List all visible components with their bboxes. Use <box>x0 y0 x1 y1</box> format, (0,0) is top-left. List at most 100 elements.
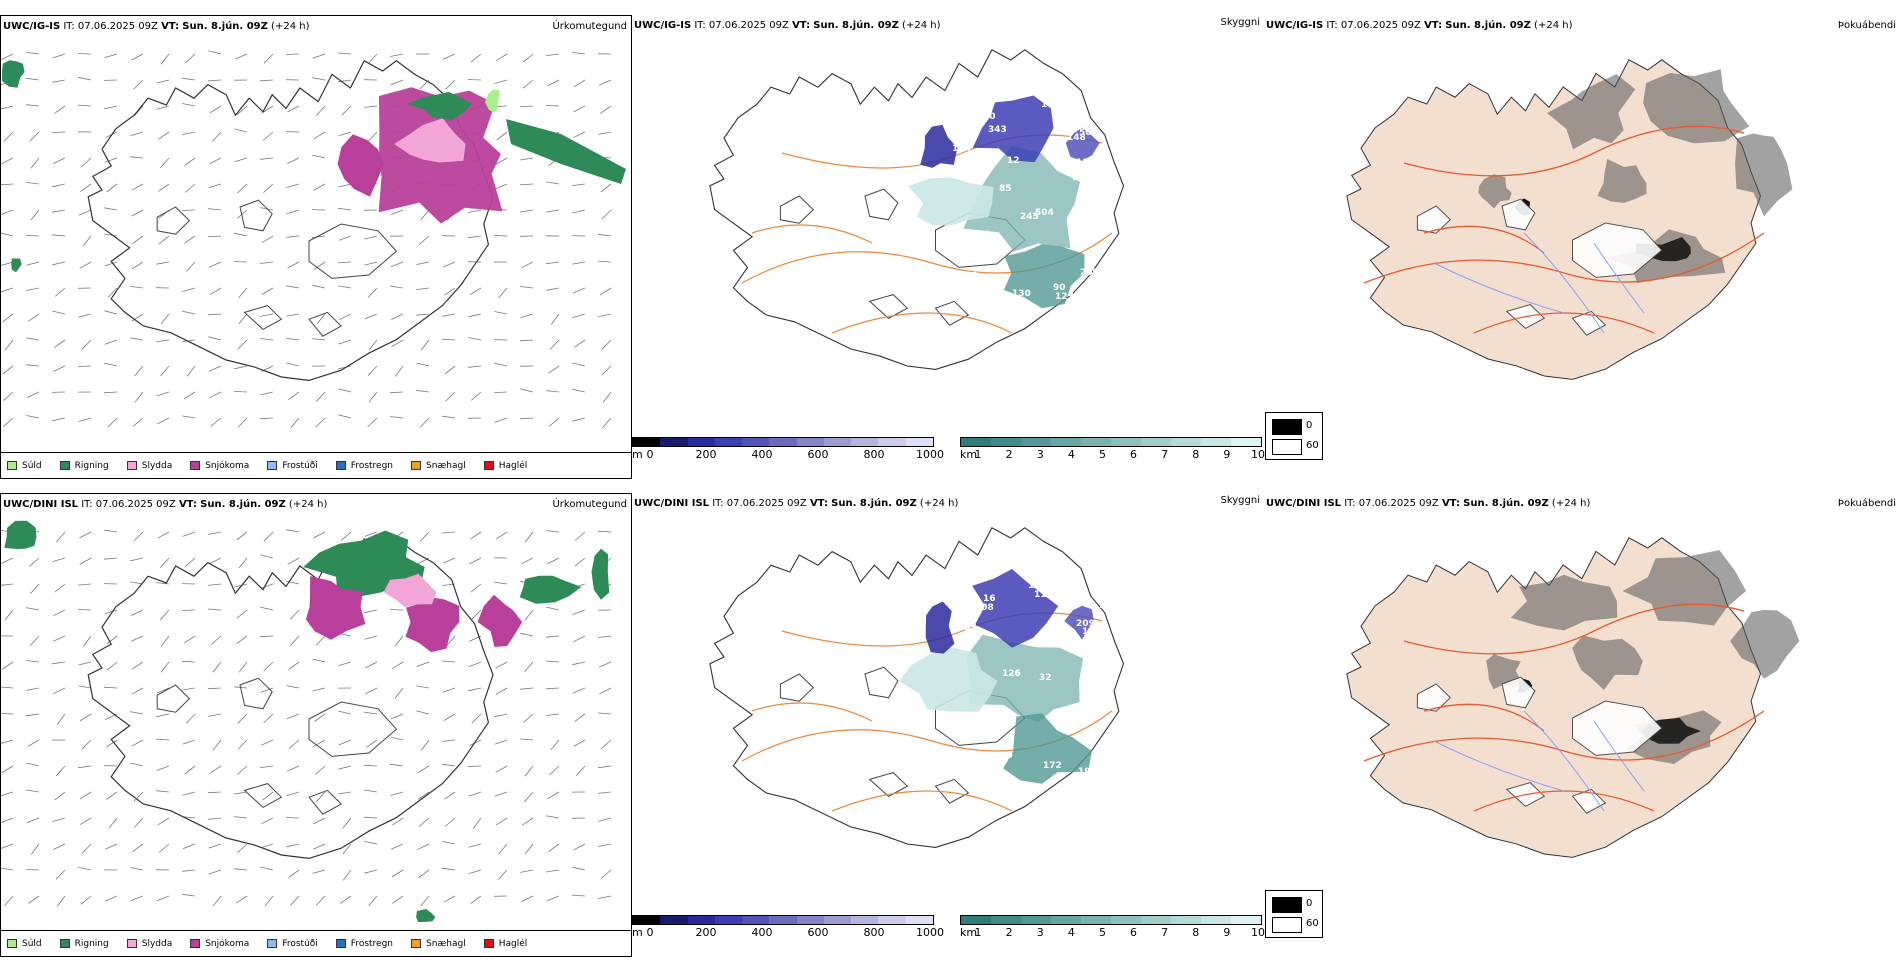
wind-barb <box>312 155 325 158</box>
wind-barb <box>576 766 585 776</box>
fog-legend-white-label: 60 <box>1306 918 1319 929</box>
wind-barb <box>53 688 65 694</box>
wind-barb <box>31 210 39 220</box>
colorbar-segment <box>660 438 687 446</box>
rain-area <box>416 909 435 922</box>
wind-barb <box>495 184 507 189</box>
legend-label: Frostúði <box>282 461 317 471</box>
wind-barb <box>82 740 91 749</box>
wind-barb <box>286 286 299 288</box>
wind-barb <box>420 532 429 542</box>
legend-label: Súld <box>22 939 42 949</box>
wind-barb <box>416 363 429 366</box>
lead-time: (+24 h) <box>1534 20 1572 31</box>
colorbar-segment <box>1081 916 1111 924</box>
wind-barb <box>520 688 533 689</box>
wind-barb <box>234 366 247 369</box>
wind-barb <box>208 314 221 315</box>
wind-barb <box>469 870 482 874</box>
wind-barb <box>364 765 377 766</box>
colorbar-tick: 400 <box>752 448 773 461</box>
wind-barb <box>134 818 143 828</box>
road <box>832 313 1012 333</box>
ceiling-value-label: 218 <box>957 620 976 630</box>
wind-barb <box>26 78 39 80</box>
wind-barb <box>469 792 481 796</box>
wind-barb <box>290 896 299 906</box>
wind-barb <box>78 584 91 585</box>
wind-barb <box>208 584 221 585</box>
wind-barb <box>208 337 221 340</box>
wind-barb <box>499 288 507 298</box>
wind-barb <box>234 129 247 132</box>
wind-barb <box>289 392 300 400</box>
wind-barb <box>213 662 221 672</box>
wind-barb <box>575 532 585 541</box>
wind-barb <box>338 415 351 418</box>
wind-barb <box>3 314 13 322</box>
model-name: UWC/DINI ISL <box>3 499 78 510</box>
wind-barb <box>26 105 39 106</box>
it-value: 07.06.2025 09Z <box>78 21 158 32</box>
wind-barb <box>209 870 221 874</box>
lead-time: (+24 h) <box>1552 498 1590 509</box>
wind-barb <box>343 870 351 880</box>
ceiling-value-label: 223 <box>1093 670 1112 680</box>
wind-barb <box>288 106 300 112</box>
wind-barb <box>446 80 455 89</box>
colorbar-tick: 5 <box>1099 448 1106 461</box>
wind-barb <box>160 558 169 568</box>
fog-legend-white-swatch <box>1272 439 1302 455</box>
wind-barb <box>78 609 91 610</box>
wind-barb <box>239 314 247 324</box>
legend-swatch <box>60 461 70 470</box>
colorbar-segment <box>961 916 991 924</box>
wind-barb <box>208 714 221 716</box>
wind-barb <box>339 340 351 344</box>
wind-barb <box>368 54 377 64</box>
wind-barb <box>524 792 533 802</box>
wind-barb <box>551 314 559 325</box>
wind-barb <box>287 714 299 719</box>
wind-barb <box>391 262 403 267</box>
wind-barb <box>5 340 13 350</box>
colorbar-segment <box>824 916 851 924</box>
visibility-colorbar-strip <box>960 437 1262 447</box>
legend-item: Snjókoma <box>190 939 249 949</box>
vt-value: Sun. 8.jún. 09Z <box>831 498 917 509</box>
wind-barb <box>26 869 39 870</box>
wind-barb <box>26 288 39 291</box>
wind-barb <box>209 158 221 164</box>
wind-barb <box>468 236 481 238</box>
wind-barb <box>184 636 195 643</box>
wind-barb <box>210 766 221 773</box>
rain-area <box>520 576 582 604</box>
wind-barb <box>262 236 273 243</box>
ceiling-value-label: 32 <box>1039 673 1052 683</box>
wind-barb <box>419 870 429 878</box>
colorbar-tick: 10 <box>1251 926 1265 939</box>
wind-barb <box>548 80 560 86</box>
fog-panel: UWC/IG-IS IT: 07.06.2025 09Z VT: Sun. 8.… <box>1264 15 1900 479</box>
cloud-base-area <box>926 602 955 654</box>
wind-barb <box>80 818 91 825</box>
wind-barb <box>234 817 247 818</box>
wind-barb <box>365 314 377 319</box>
ceiling-value-label: 108 <box>975 603 994 613</box>
wind-barb <box>208 80 221 81</box>
wind-barb <box>104 687 117 688</box>
wind-barb <box>133 844 144 852</box>
wind-barb <box>369 340 377 350</box>
wind-barb <box>341 532 351 541</box>
wind-barb <box>416 711 429 714</box>
wind-barb <box>364 817 377 818</box>
panel-header: UWC/DINI ISL IT: 07.06.2025 09Z VT: Sun.… <box>634 498 958 509</box>
wind-barb <box>364 790 377 792</box>
vt-label: VT: <box>1424 20 1442 31</box>
wind-barb <box>238 340 247 349</box>
rain-area <box>506 119 626 184</box>
wind-barb <box>290 636 299 646</box>
wind-barb <box>286 54 299 55</box>
